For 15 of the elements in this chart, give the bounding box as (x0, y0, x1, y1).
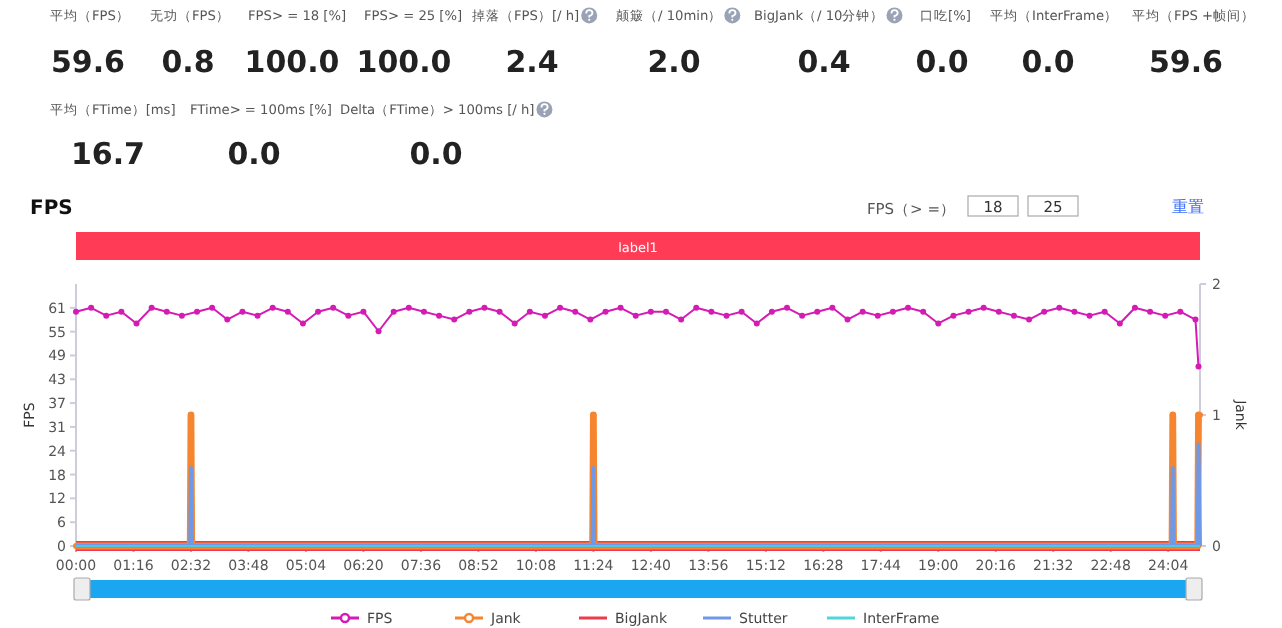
text: 59.6 (50, 44, 126, 80)
text: 16.7 (70, 136, 146, 172)
text: 0.0 (915, 44, 969, 80)
text: 0.8 (161, 44, 215, 80)
text: 0.4 (797, 44, 851, 80)
text: 100.0 (356, 44, 452, 80)
text: 2.0 (647, 44, 701, 80)
text: 0.0 (409, 136, 463, 172)
text: 重置 (1172, 198, 1204, 216)
text: 100.0 (244, 44, 340, 80)
text: 0.0 (1021, 44, 1075, 80)
text: 2.4 (505, 44, 559, 80)
text: 0.0 (227, 136, 281, 172)
chart-title: FPS (30, 198, 73, 220)
text: 59.6 (1148, 44, 1224, 80)
